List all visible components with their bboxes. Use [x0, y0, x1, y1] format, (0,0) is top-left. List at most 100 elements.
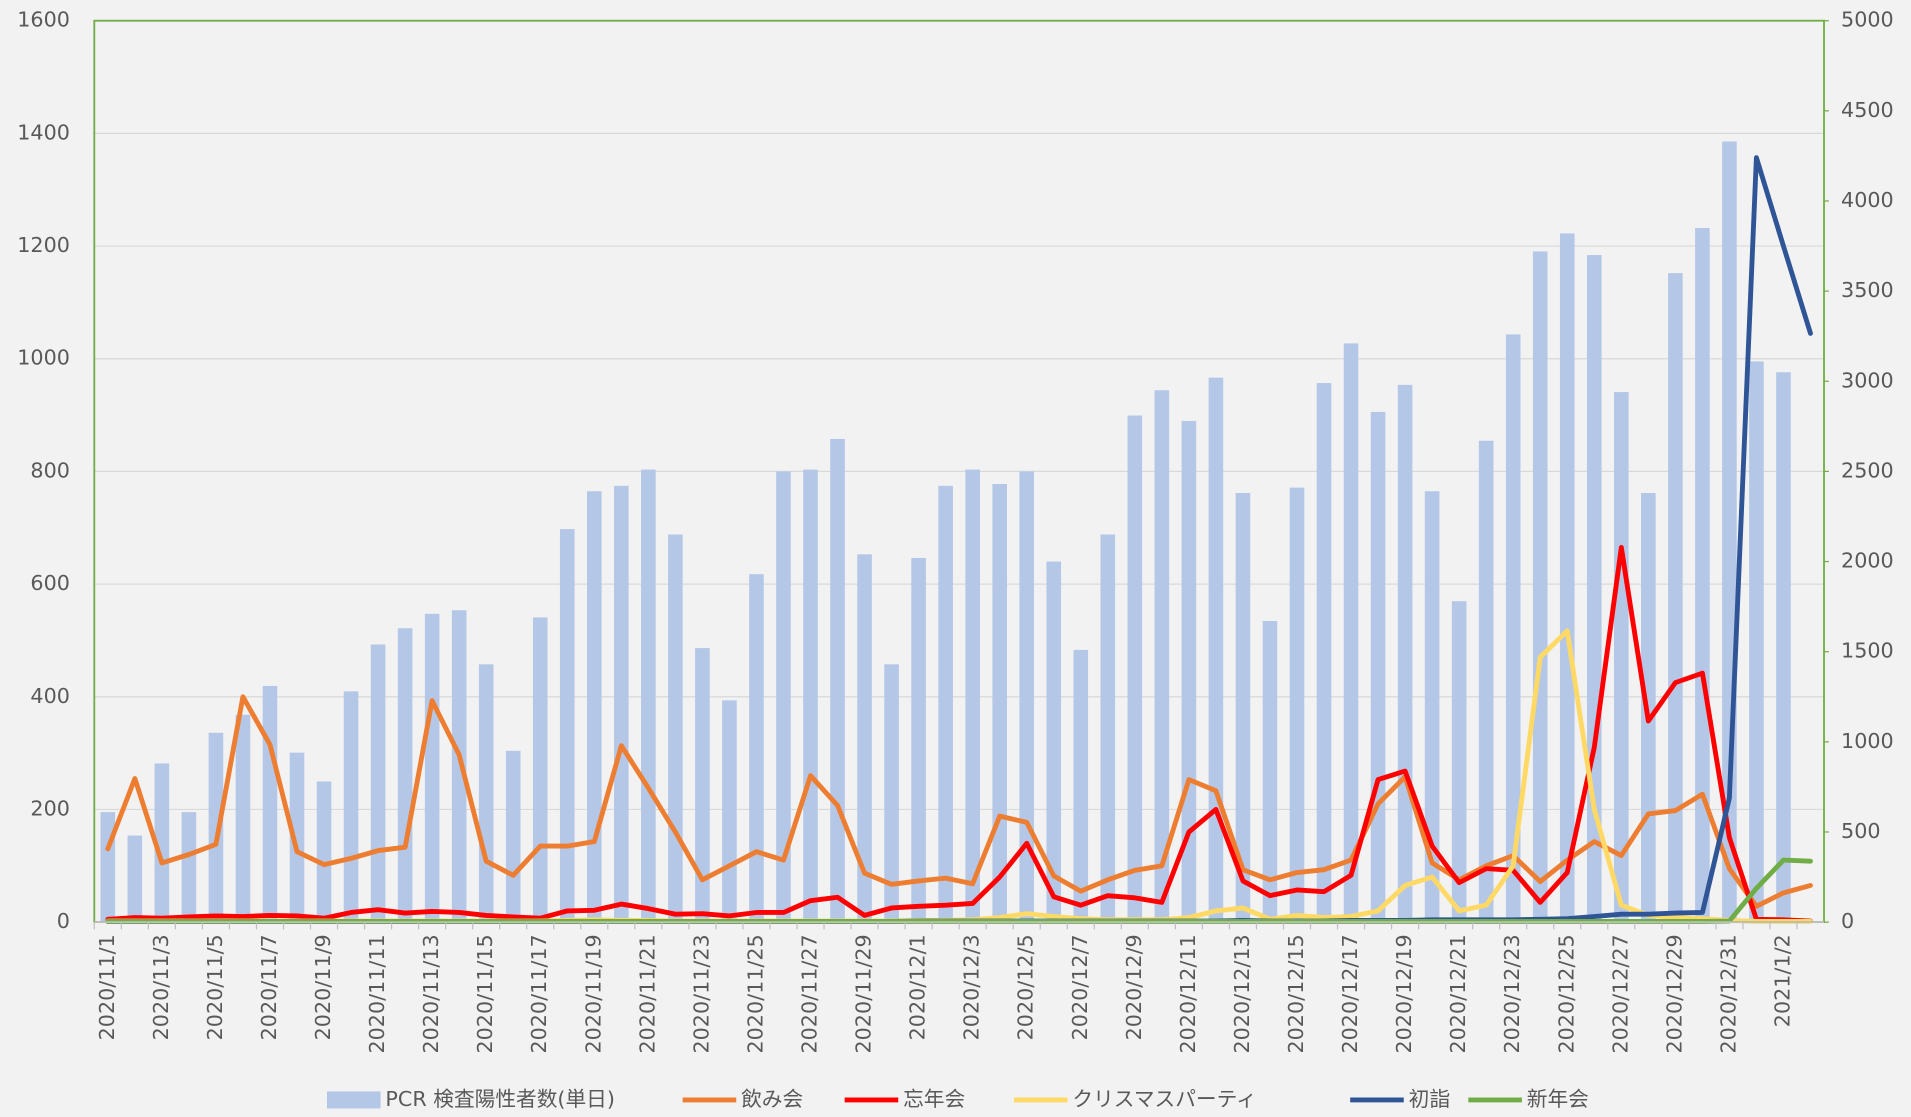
- y-tick-label: 600: [30, 571, 70, 595]
- bar: [830, 438, 845, 923]
- x-tick-label: 2020/12/11: [1176, 934, 1200, 1053]
- y2-tick-label: 4500: [1841, 98, 1894, 122]
- x-tick-label: 2020/11/29: [852, 934, 876, 1053]
- y-tick-label: 1000: [17, 346, 70, 370]
- y2-tick-label: 1500: [1841, 639, 1894, 663]
- x-tick-label: 2020/11/15: [473, 934, 497, 1053]
- bar: [749, 574, 764, 923]
- bar: [803, 469, 818, 923]
- bar: [965, 469, 980, 923]
- bar: [1235, 493, 1251, 923]
- y2-tick-label: 0: [1841, 909, 1854, 933]
- bar: [127, 835, 143, 923]
- line-series: [105, 694, 1813, 909]
- bar: [1154, 390, 1170, 923]
- y-tick-label: 0: [57, 909, 70, 933]
- bar: [776, 471, 791, 923]
- x-tick-label: 2020/12/19: [1392, 934, 1416, 1053]
- bar: [722, 700, 737, 923]
- bar: [505, 750, 521, 923]
- x-tick-label: 2020/12/27: [1608, 934, 1632, 1053]
- bar: [289, 752, 305, 923]
- y2-tick-label: 4000: [1841, 188, 1894, 212]
- y2-tick-label: 5000: [1841, 8, 1894, 32]
- y2-tick-label: 500: [1841, 819, 1881, 843]
- legend-label: クリスマスパーティ: [1072, 1087, 1256, 1111]
- y2-tick-label: 2000: [1841, 549, 1894, 573]
- bar: [1668, 273, 1683, 923]
- x-tick-label: 2020/11/9: [311, 934, 335, 1040]
- bar: [641, 469, 656, 923]
- x-tick-label: 2020/12/5: [1014, 934, 1038, 1040]
- x-tick-label: 2020/11/23: [689, 934, 713, 1053]
- x-tick-label: 2020/12/25: [1554, 934, 1578, 1053]
- legend-label: PCR 検査陽性者数(単日): [385, 1087, 615, 1111]
- bar: [614, 485, 629, 923]
- bar: [424, 613, 440, 923]
- bar: [938, 485, 953, 923]
- bar: [316, 781, 332, 923]
- bar: [1262, 621, 1278, 923]
- x-tick-label: 2021/1/2: [1770, 934, 1794, 1027]
- x-tick-label: 2020/11/1: [95, 934, 119, 1040]
- y2-tick-label: 3500: [1841, 278, 1894, 302]
- x-tick-label: 2020/11/3: [149, 934, 173, 1040]
- bar: [478, 664, 494, 923]
- x-tick-label: 2020/12/7: [1068, 934, 1092, 1040]
- x-tick-label: 2020/11/25: [743, 934, 767, 1053]
- y-tick-label: 1400: [17, 120, 70, 144]
- y2-tick-label: 2500: [1841, 458, 1894, 482]
- y-tick-label: 400: [30, 684, 70, 708]
- x-tick-label: 2020/12/3: [960, 934, 984, 1040]
- x-tick-label: 2020/11/21: [635, 934, 659, 1053]
- bar: [1505, 334, 1521, 923]
- bar: [1127, 415, 1143, 923]
- bar: [1019, 471, 1035, 923]
- bar: [1208, 377, 1224, 923]
- y-tick-label: 1200: [17, 233, 70, 257]
- bar: [1614, 392, 1629, 923]
- y-tick-label: 1600: [17, 8, 70, 32]
- bar: [181, 812, 197, 923]
- y2-tick-label: 1000: [1841, 729, 1894, 753]
- bar: [235, 714, 251, 923]
- bar: [262, 685, 278, 923]
- line-series: [105, 544, 1813, 924]
- bar: [370, 644, 386, 923]
- bar: [1316, 383, 1332, 923]
- y-tick-label: 800: [30, 458, 70, 482]
- bar: [668, 534, 683, 923]
- bar: [1100, 534, 1116, 923]
- bar: [154, 763, 170, 923]
- bar: [208, 732, 224, 923]
- x-tick-label: 2020/11/5: [203, 934, 227, 1040]
- bar: [1749, 361, 1764, 923]
- bar: [559, 529, 575, 923]
- bar: [1046, 561, 1062, 923]
- x-tick-label: 2020/11/27: [798, 934, 822, 1053]
- bar: [100, 812, 116, 923]
- x-tick-label: 2020/11/17: [527, 934, 551, 1053]
- x-tick-label: 2020/12/23: [1500, 934, 1524, 1053]
- y-tick-label: 200: [30, 796, 70, 820]
- legend-label: 忘年会: [903, 1087, 965, 1111]
- x-tick-label: 2020/12/17: [1338, 934, 1362, 1053]
- x-tick-label: 2020/11/13: [419, 934, 443, 1053]
- x-tick-label: 2020/11/7: [257, 934, 281, 1040]
- bar: [1776, 372, 1791, 923]
- bar: [397, 628, 413, 923]
- legend-label: 飲み会: [741, 1087, 803, 1111]
- x-tick-label: 2020/12/21: [1446, 934, 1470, 1053]
- x-tick-label: 2020/12/31: [1716, 934, 1740, 1053]
- x-tick-label: 2020/12/13: [1230, 934, 1254, 1053]
- bar: [1424, 491, 1440, 923]
- bar: [1695, 228, 1710, 923]
- x-tick-label: 2020/11/19: [581, 934, 605, 1053]
- bar: [532, 617, 548, 923]
- bar: [451, 610, 467, 923]
- bar: [857, 554, 872, 923]
- x-tick-label: 2020/11/11: [365, 934, 389, 1053]
- bar: [884, 664, 899, 923]
- x-tick-label: 2020/12/15: [1284, 934, 1308, 1053]
